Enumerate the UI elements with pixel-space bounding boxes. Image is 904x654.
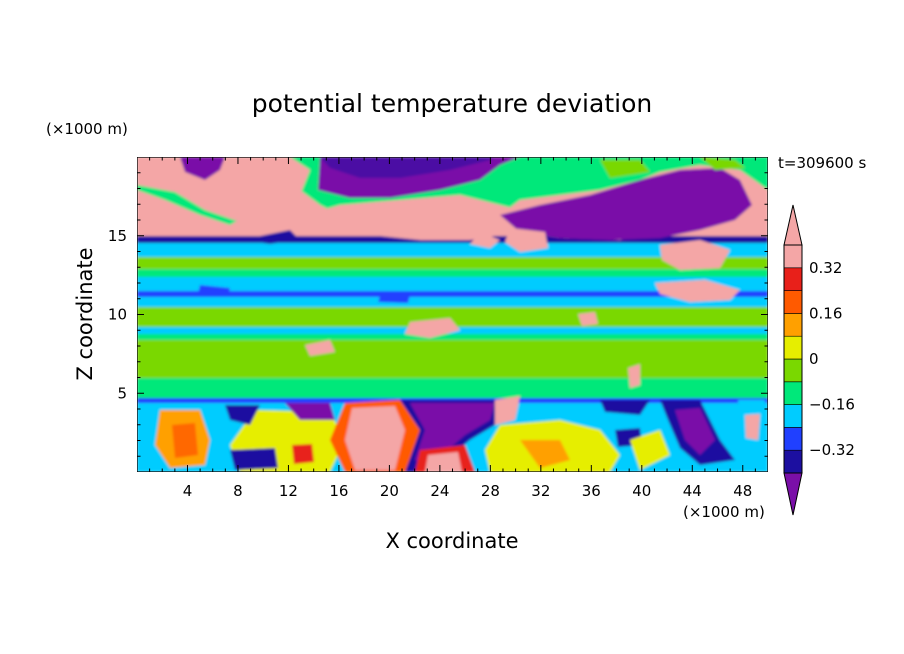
colorbar-extend-min	[783, 472, 803, 516]
colorbar-label: −0.32	[809, 441, 855, 459]
y-unit-label: (×1000 m)	[46, 120, 128, 138]
x-tick-label: 16	[329, 482, 348, 500]
x-unit-label: (×1000 m)	[683, 503, 765, 521]
x-tick-label: 36	[582, 482, 601, 500]
x-tick-label: 40	[632, 482, 651, 500]
x-tick-label: 20	[380, 482, 399, 500]
y-tick-label: 15	[108, 227, 127, 245]
y-tick-label: 10	[108, 306, 127, 324]
colorbar-label: −0.16	[809, 396, 855, 414]
x-tick-label: 28	[481, 482, 500, 500]
x-axis: 4 8 12 16 20 24 28 32 36 40 44 48	[149, 157, 756, 500]
colorbar-segment	[783, 427, 803, 451]
x-tick-label: 32	[531, 482, 550, 500]
colorbar-segment	[783, 404, 803, 428]
colorbar-segment	[783, 267, 803, 291]
y-axis: 5 10 15	[108, 172, 768, 457]
x-tick-label: 12	[279, 482, 298, 500]
x-axis-label: X coordinate	[385, 529, 518, 553]
time-label: t=309600 s	[778, 154, 866, 172]
x-tick-label: 4	[183, 482, 193, 500]
colorbar-segment	[783, 313, 803, 337]
x-tick-label: 8	[233, 482, 243, 500]
x-tick-label: 24	[430, 482, 449, 500]
colorbar-frame	[783, 244, 803, 474]
y-axis-label: Z coordinate	[73, 247, 97, 380]
colorbar-segment	[783, 290, 803, 314]
x-tick-label: 48	[733, 482, 752, 500]
colorbar-segment	[783, 244, 803, 269]
colorbar: 0.32 0.16 0 −0.16 −0.32	[783, 204, 855, 516]
colorbar-segment	[783, 335, 803, 360]
colorbar-label: 0.16	[809, 304, 842, 322]
chart-title: potential temperature deviation	[252, 89, 652, 118]
heatmap-field	[137, 157, 768, 472]
colorbar-segment	[783, 381, 803, 405]
colorbar-segment	[783, 358, 803, 383]
colorbar-label: 0	[809, 350, 819, 368]
colorbar-label: 0.32	[809, 259, 842, 277]
x-tick-label: 44	[683, 482, 702, 500]
colorbar-extend-max	[783, 204, 803, 246]
heatmap-plot	[137, 157, 768, 472]
colorbar-segment	[783, 449, 803, 474]
y-tick-label: 5	[117, 384, 127, 402]
